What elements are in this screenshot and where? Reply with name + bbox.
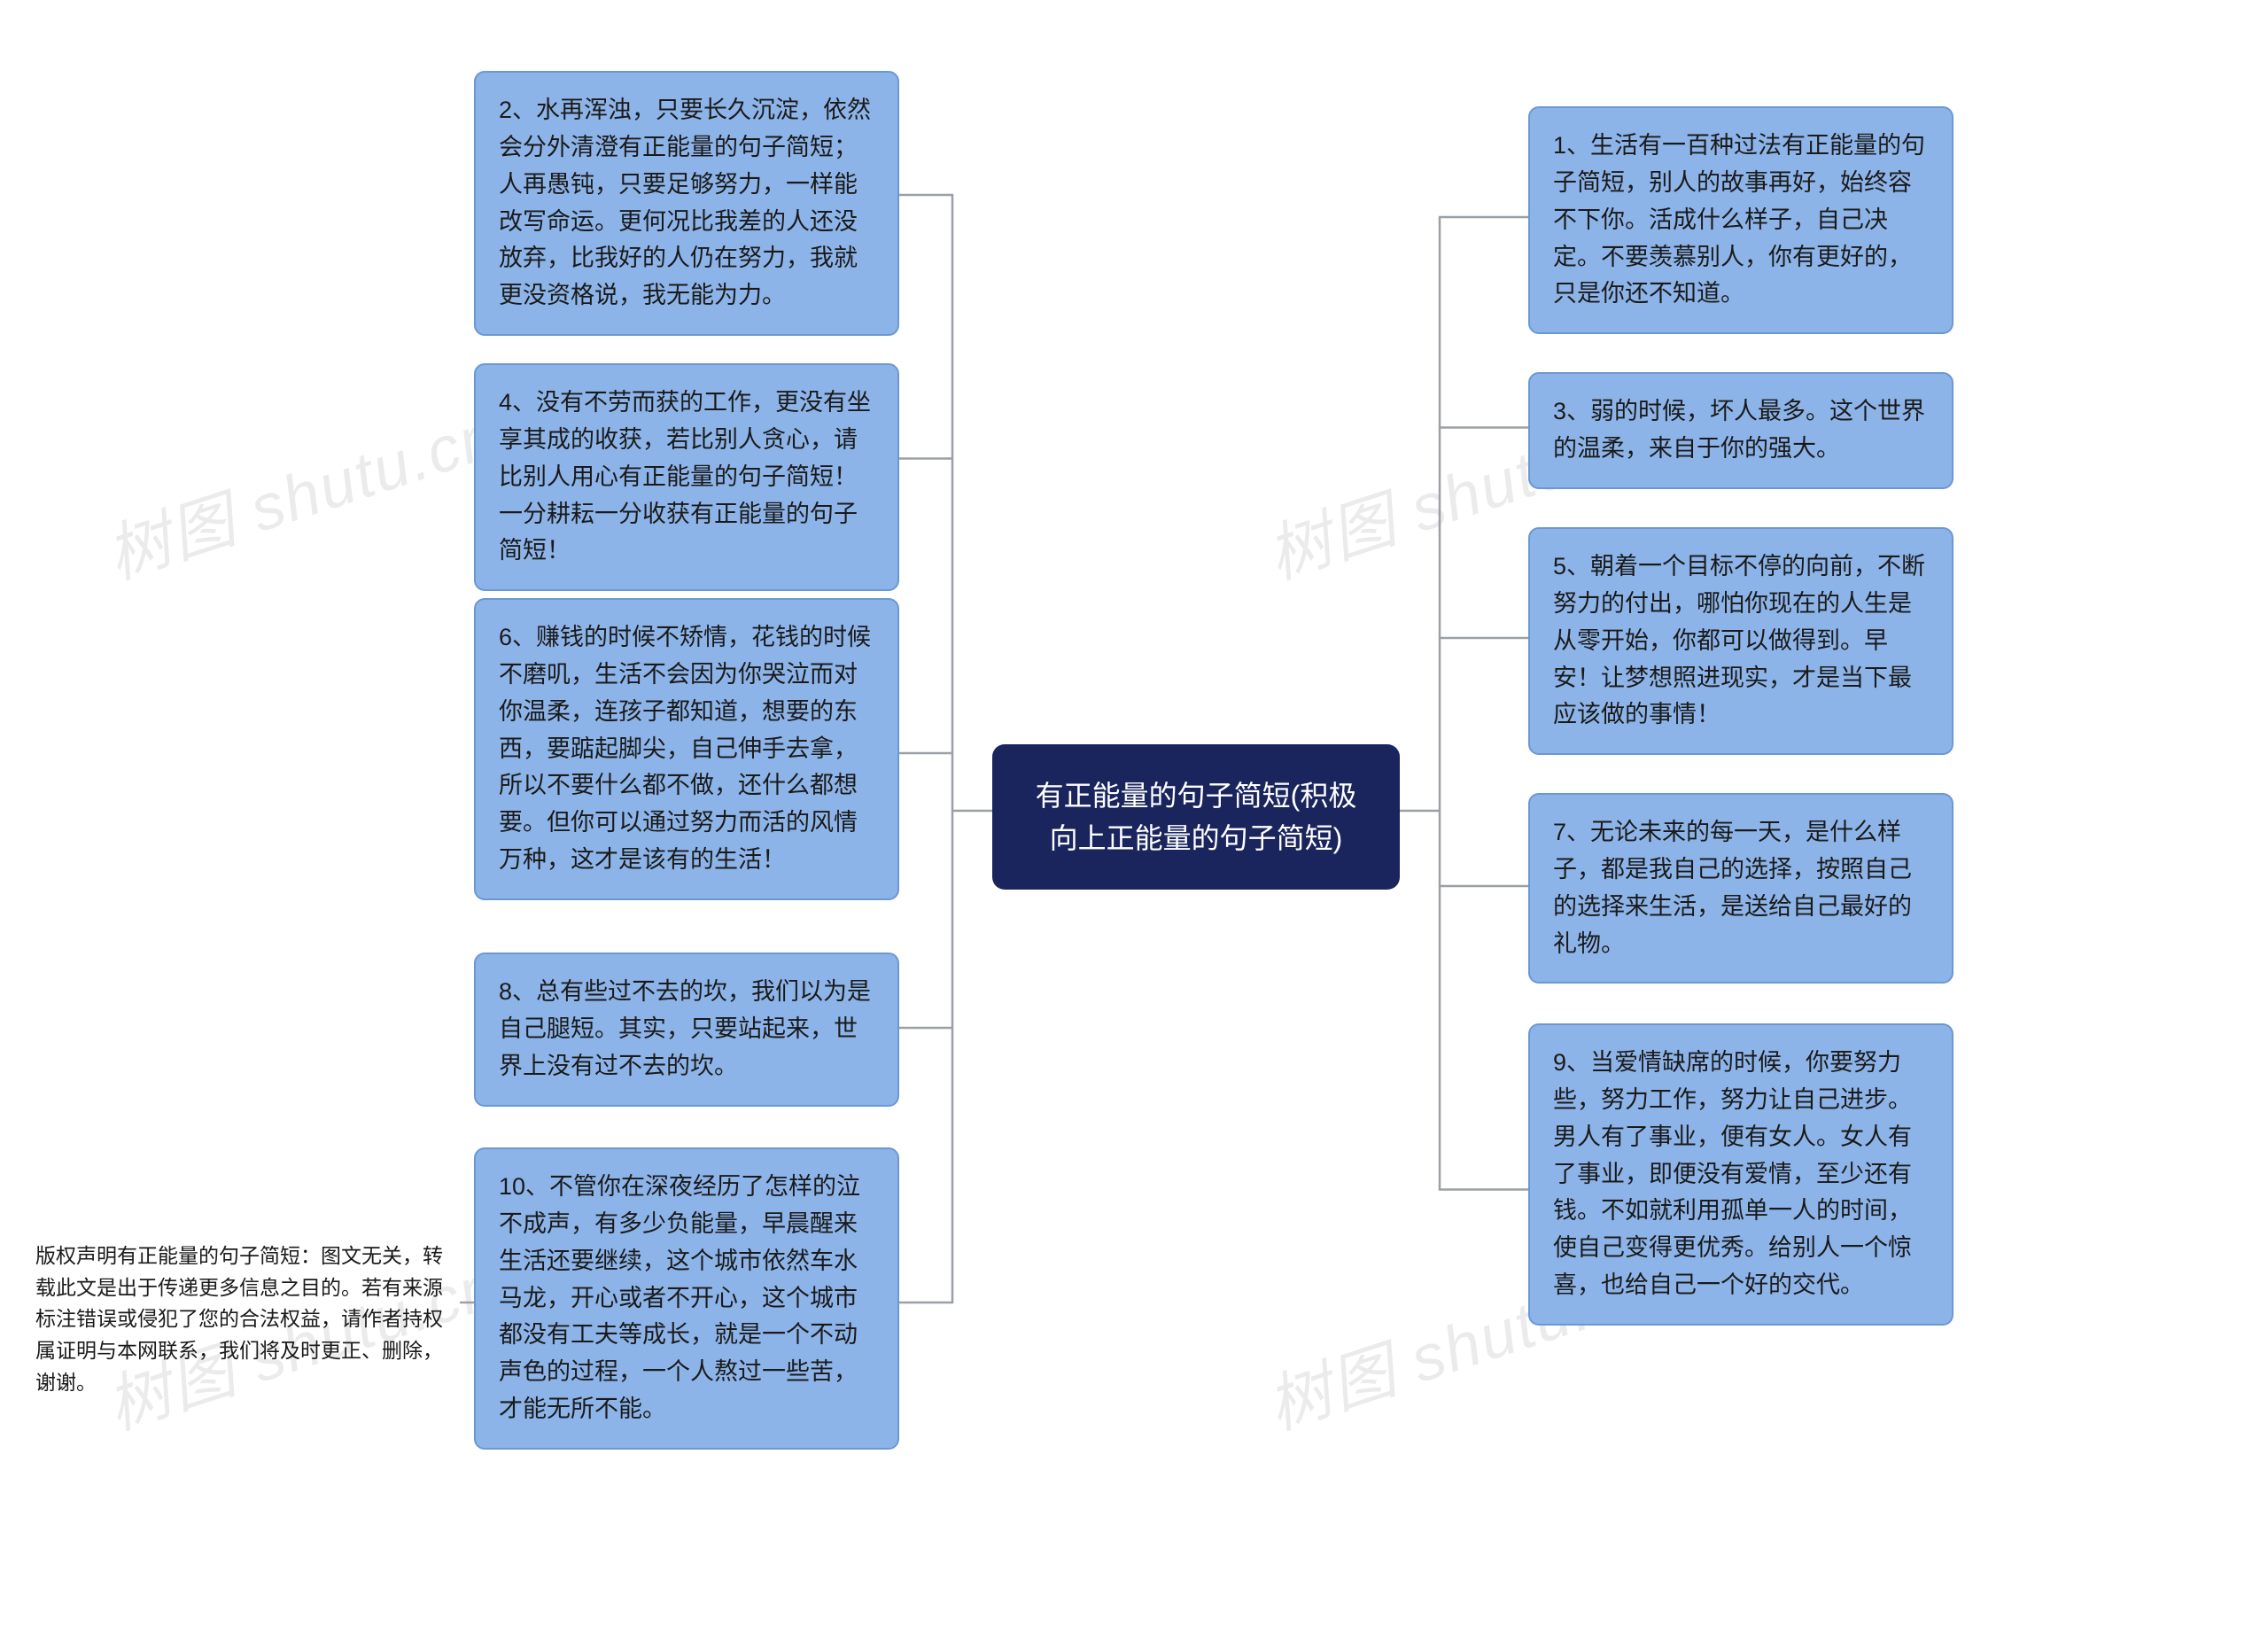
branch-text: 10、不管你在深夜经历了怎样的泣不成声，有多少负能量，早晨醒来生活还要继续，这个… [499, 1173, 860, 1422]
branch-node-3: 3、弱的时候，坏人最多。这个世界的温柔，来自于你的强大。 [1528, 372, 1953, 489]
branch-node-1: 1、生活有一百种过法有正能量的句子简短，别人的故事再好，始终容不下你。活成什么样… [1528, 106, 1953, 334]
branch-text: 6、赚钱的时候不矫情，花钱的时候不磨叽，生活不会因为你哭泣而对你温柔，连孩子都知… [499, 624, 871, 873]
branch-node-7: 7、无论未来的每一天，是什么样子，都是我自己的选择，按照自己的选择来生活，是送给… [1528, 793, 1953, 984]
branch-text: 3、弱的时候，坏人最多。这个世界的温柔，来自于你的强大。 [1553, 398, 1925, 462]
branch-text: 8、总有些过不去的坎，我们以为是自己腿短。其实，只要站起来，世界上没有过不去的坎… [499, 978, 871, 1079]
branch-node-9: 9、当爱情缺席的时候，你要努力些，努力工作，努力让自己进步。男人有了事业，便有女… [1528, 1023, 1953, 1326]
branch-text: 5、朝着一个目标不停的向前，不断努力的付出，哪怕你现在的人生是从零开始，你都可以… [1553, 553, 1925, 727]
branch-text: 2、水再浑浊，只要长久沉淀，依然会分外清澄有正能量的句子简短；人再愚钝，只要足够… [499, 97, 871, 308]
branch-text: 1、生活有一百种过法有正能量的句子简短，别人的故事再好，始终容不下你。活成什么样… [1553, 132, 1925, 307]
branch-node-2: 2、水再浑浊，只要长久沉淀，依然会分外清澄有正能量的句子简短；人再愚钝，只要足够… [474, 71, 899, 336]
branch-node-5: 5、朝着一个目标不停的向前，不断努力的付出，哪怕你现在的人生是从零开始，你都可以… [1528, 527, 1953, 755]
center-node: 有正能量的句子简短(积极向上正能量的句子简短) [992, 744, 1400, 890]
branch-text: 7、无论未来的每一天，是什么样子，都是我自己的选择，按照自己的选择来生活，是送给… [1553, 819, 1912, 957]
branch-node-8: 8、总有些过不去的坎，我们以为是自己腿短。其实，只要站起来，世界上没有过不去的坎… [474, 953, 899, 1107]
branch-node-10: 10、不管你在深夜经历了怎样的泣不成声，有多少负能量，早晨醒来生活还要继续，这个… [474, 1147, 899, 1450]
copyright-text: 版权声明有正能量的句子简短：图文无关，转载此文是出于传递更多信息之目的。若有来源… [35, 1240, 461, 1398]
center-node-text: 有正能量的句子简短(积极向上正能量的句子简短) [1036, 780, 1357, 854]
watermark: 树图 shutu.cn [93, 383, 508, 596]
branch-node-4: 4、没有不劳而获的工作，更没有坐享其成的收获，若比别人贪心，请比别人用心有正能量… [474, 363, 899, 591]
branch-text: 9、当爱情缺席的时候，你要努力些，努力工作，努力让自己进步。男人有了事业，便有女… [1553, 1049, 1912, 1298]
branch-text: 4、没有不劳而获的工作，更没有坐享其成的收获，若比别人贪心，请比别人用心有正能量… [499, 389, 871, 564]
branch-node-6: 6、赚钱的时候不矫情，花钱的时候不磨叽，生活不会因为你哭泣而对你温柔，连孩子都知… [474, 598, 899, 900]
